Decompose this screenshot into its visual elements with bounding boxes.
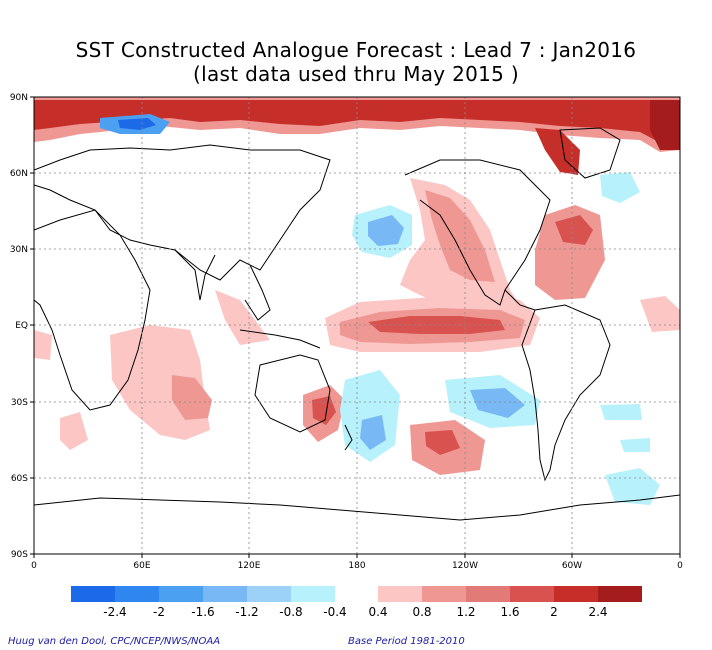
lon-label: 120E — [238, 561, 261, 571]
sst-anomaly-map: 90N 60N 30N EQ 30S 60S 90S 0 60E 120E 18… — [10, 93, 683, 619]
southeast-pacific-cold-core — [470, 388, 525, 418]
anomaly-shading — [34, 97, 680, 505]
credit-text: Huug van den Dool, CPC/NCEP/NWS/NOAA — [8, 636, 221, 647]
colorbar-label: -2.4 — [103, 605, 126, 619]
tasman-warm-core — [312, 396, 336, 425]
north-pacific-cold-core — [368, 215, 404, 246]
colorbar-swatch-pos — [554, 586, 598, 602]
base-period-text: Base Period 1981-2010 — [348, 636, 465, 647]
southern-ocean-cold — [605, 468, 660, 505]
colorbar-swatch-pos — [598, 586, 642, 602]
new-zealand-coast — [344, 424, 353, 451]
south-pacific-cold-core — [360, 415, 386, 450]
colorbar-swatch-neg — [159, 586, 203, 602]
lat-label: 60N — [10, 169, 28, 179]
colorbar-label: -0.8 — [279, 605, 302, 619]
lat-label: EQ — [15, 321, 28, 331]
colorbar-swatch-pos — [378, 586, 422, 602]
arctic-cold-patch-inner — [118, 118, 156, 130]
latitude-labels: 90N 60N 30N EQ 30S 60S 90S — [10, 93, 28, 560]
north-america-coast — [404, 159, 551, 306]
central-america-coast — [504, 289, 536, 311]
south-atlantic-cold — [600, 404, 642, 420]
colorbar-label: -2 — [153, 605, 165, 619]
lon-label: 60W — [562, 561, 582, 571]
arctic-strong-warm-anomaly — [34, 100, 680, 142]
longitude-labels: 0 60E 120E 180 120W 60W 0 — [31, 561, 683, 571]
atlantic-cold — [600, 172, 640, 203]
south-indian-warm — [60, 412, 88, 450]
lon-label: 60E — [133, 561, 150, 571]
greenland-coast — [559, 127, 621, 179]
colorbar-swatch-pos — [510, 586, 554, 602]
arabian-warm — [215, 290, 270, 345]
south-pacific-warm-core — [425, 430, 460, 455]
west-africa-warm — [34, 330, 52, 360]
lat-label: 60S — [11, 474, 28, 484]
ne-pacific-warm-core — [425, 190, 495, 282]
colorbar-labels: -2.4 -2 -1.6 -1.2 -0.8 -0.4 0.4 0.8 1.2 … — [103, 605, 607, 619]
lat-label: 30N — [10, 245, 28, 255]
colorbar-label: -1.6 — [191, 605, 214, 619]
south-atlantic-cold-small — [620, 438, 650, 452]
colorbar-label: 0.8 — [412, 605, 431, 619]
tropical-pacific-warm-core — [368, 316, 505, 334]
lon-label: 0 — [677, 561, 683, 571]
axis-ticks — [30, 96, 681, 558]
colorbar-label: 1.2 — [456, 605, 475, 619]
brazil-warm — [640, 296, 680, 332]
colorbar-swatch-pos — [466, 586, 510, 602]
colorbar-swatch-neg — [115, 586, 159, 602]
coastlines — [34, 127, 680, 521]
graticule — [34, 97, 680, 554]
lon-label: 120W — [452, 561, 478, 571]
lon-label: 180 — [348, 561, 365, 571]
africa-coast — [34, 209, 151, 411]
australia-coast — [254, 354, 331, 433]
colorbar-swatch-neg — [71, 586, 115, 602]
colorbar-label: -0.4 — [323, 605, 346, 619]
colorbar-swatch-neg — [247, 586, 291, 602]
colorbar-swatch-pos — [422, 586, 466, 602]
india-coast — [174, 249, 216, 301]
south-america-coast — [521, 304, 611, 482]
colorbar — [71, 586, 642, 602]
lat-label: 90S — [11, 550, 28, 560]
colorbar-label: 2.4 — [588, 605, 607, 619]
colorbar-label: 1.6 — [500, 605, 519, 619]
east-arctic-warm — [650, 100, 680, 150]
lon-label: 0 — [31, 561, 37, 571]
indian-ocean-warm-core — [172, 375, 212, 420]
chart-subtitle: (last data used thru May 2015 ) — [193, 62, 519, 86]
se-asia-coast — [244, 264, 271, 321]
colorbar-swatch-neg — [203, 586, 247, 602]
lat-label: 90N — [10, 93, 28, 103]
indonesia-coast — [239, 329, 321, 349]
north-atlantic-warm-core — [555, 215, 593, 245]
lat-label: 30S — [11, 398, 28, 408]
colorbar-label: 0.4 — [368, 605, 387, 619]
colorbar-label: 2 — [550, 605, 558, 619]
chart-title: SST Constructed Analogue Forecast : Lead… — [75, 38, 637, 62]
colorbar-label: -1.2 — [235, 605, 258, 619]
colorbar-swatch-neg — [291, 586, 335, 602]
antarctica-coast — [34, 494, 680, 521]
eurasia-coast — [34, 144, 331, 281]
